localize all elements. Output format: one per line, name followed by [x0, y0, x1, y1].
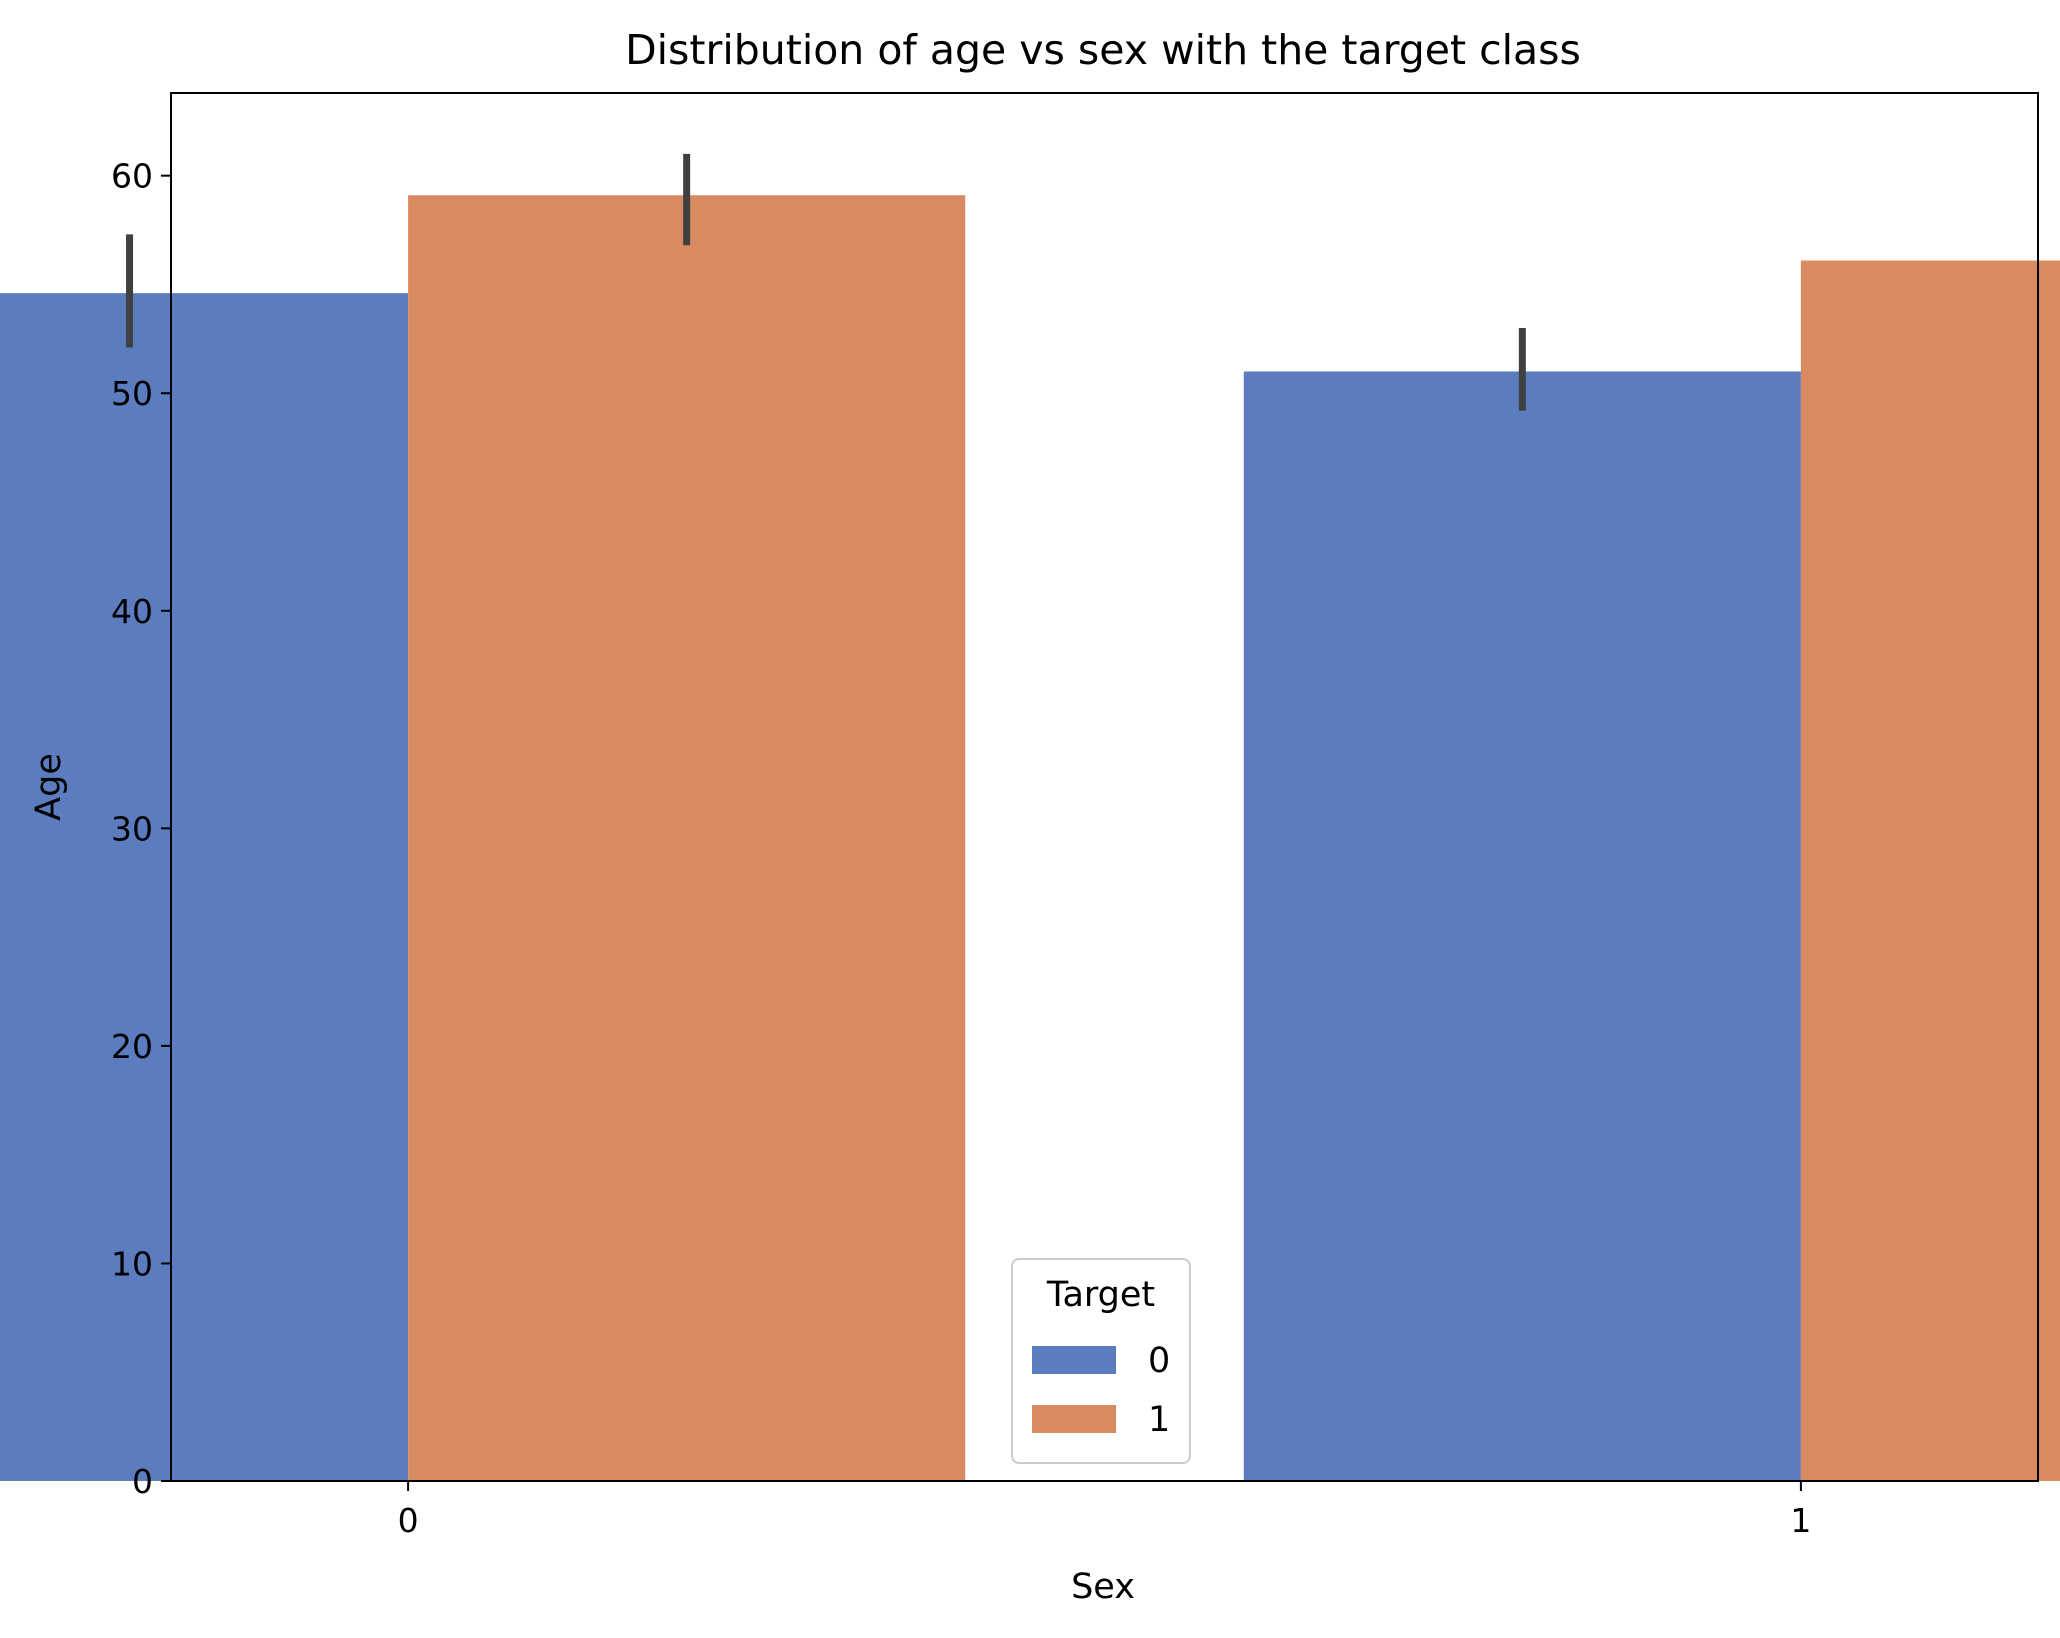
bar-series-1-cat-1 [1800, 260, 2060, 1482]
legend-label-1: 1 [1148, 1400, 1170, 1440]
y-tick-label: 60 [111, 157, 153, 196]
legend: Target 01 [1011, 1258, 1191, 1464]
y-tick-label: 40 [111, 592, 153, 631]
legend-entries: 01 [1032, 1341, 1170, 1440]
bar-series-0-cat-0 [0, 293, 409, 1481]
y-tick-label: 30 [111, 809, 153, 848]
bar-series-0-cat-1 [1243, 371, 1801, 1481]
axes-frame [170, 92, 2039, 1482]
chart-title: Distribution of age vs sex with the targ… [625, 26, 1581, 74]
x-axis-label: Sex [1071, 1567, 1135, 1607]
y-tick-label: 50 [111, 374, 153, 413]
y-tick-label: 0 [132, 1462, 153, 1501]
legend-title: Target [1046, 1275, 1155, 1315]
y-tick-label: 10 [111, 1244, 153, 1283]
legend-label-0: 0 [1148, 1341, 1170, 1381]
y-axis-label: Age [29, 753, 69, 821]
legend-swatch-0 [1032, 1346, 1116, 1374]
x-tick-label: 1 [1790, 1501, 1811, 1540]
y-axis: 0 10 20 30 40 50 60 [111, 157, 171, 1501]
legend-swatch-1 [1032, 1405, 1116, 1433]
plot-area [0, 153, 2060, 1482]
x-tick-label: 0 [398, 1501, 419, 1540]
y-tick-label: 20 [111, 1027, 153, 1066]
bar-series-1-cat-0 [408, 195, 966, 1482]
